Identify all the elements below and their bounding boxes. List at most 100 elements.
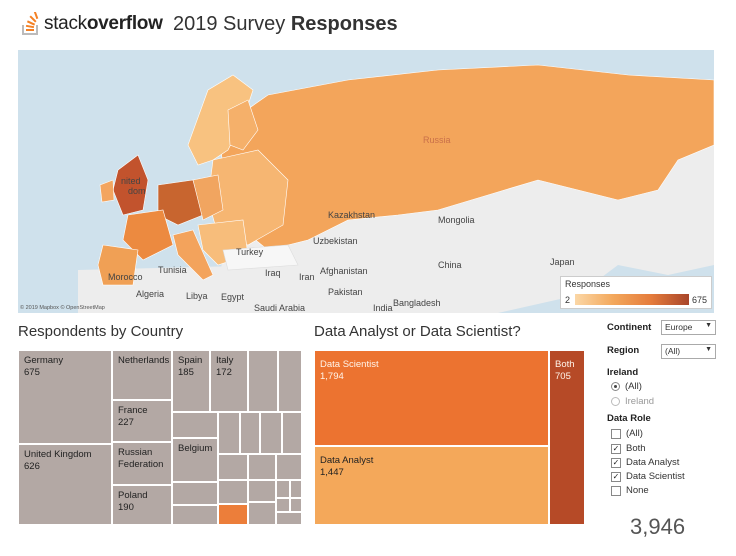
treemap-cell-russian-federation[interactable]: Russian Federation	[112, 442, 172, 485]
region-select-value: (All)	[665, 346, 681, 356]
ireland-region[interactable]	[99, 179, 115, 203]
treemap-label: Poland 190	[118, 490, 148, 513]
by-role-treemap[interactable]: Data Scientist 1,794 Data Analyst 1,447 Bo…	[314, 350, 585, 525]
treemap-cell[interactable]	[282, 412, 302, 454]
russia-region[interactable]	[217, 64, 714, 251]
treemap-cell-poland[interactable]: Poland 190	[112, 485, 172, 525]
data-role-option-both[interactable]: ✓ Both	[611, 443, 646, 454]
continent-select-value: Europe	[665, 322, 693, 332]
map-label-egypt: Egypt	[221, 292, 245, 302]
continent-select[interactable]: Europe ▼	[661, 320, 716, 335]
map-label-kazakhstan: Kazakhstan	[328, 210, 376, 220]
region-select[interactable]: (All) ▼	[661, 344, 716, 359]
treemap-cell[interactable]	[218, 412, 240, 454]
iberia-region[interactable]	[97, 244, 139, 286]
legend-title: Responses	[565, 279, 611, 289]
treemap-cell-belgium[interactable]: Belgium	[172, 438, 218, 482]
role-cell-data-scientist[interactable]: Data Scientist 1,794	[314, 350, 549, 446]
checkbox-checked-icon: ✓	[611, 471, 621, 482]
legend-max: 675	[691, 295, 707, 305]
map-label-india: India	[373, 303, 393, 313]
by-role-title: Data Analyst or Data Scientist?	[314, 323, 521, 340]
radio-icon	[611, 397, 620, 406]
treemap-cell[interactable]	[218, 454, 248, 480]
data-role-filter-label: Data Role	[607, 413, 651, 424]
africa-land	[78, 265, 308, 313]
treemap-cell-france[interactable]: France 227	[112, 400, 172, 442]
treemap-cell[interactable]	[276, 454, 302, 480]
treemap-cell[interactable]	[248, 480, 276, 502]
option-label: (All)	[626, 428, 643, 439]
treemap-cell-italy[interactable]: Italy 172	[210, 350, 248, 412]
data-role-option-all[interactable]: (All)	[611, 428, 643, 439]
map-label-tunisia: Tunisia	[158, 265, 187, 275]
option-label: Data Scientist	[626, 471, 685, 482]
option-label: None	[626, 485, 649, 496]
stackoverflow-logo[interactable]: stackoverflow	[22, 12, 163, 36]
treemap-cell[interactable]	[248, 502, 276, 525]
legend-min: 2	[565, 295, 571, 305]
data-role-option-data-scientist[interactable]: ✓ Data Scientist	[611, 471, 685, 482]
italy-region[interactable]	[172, 229, 214, 281]
option-label: Data Analyst	[626, 457, 680, 468]
treemap-cell[interactable]	[172, 412, 218, 438]
treemap-cell-spain[interactable]: Spain 185	[172, 350, 210, 412]
country-option-all[interactable]: (All)	[611, 381, 642, 392]
treemap-cell[interactable]	[240, 412, 260, 454]
map-label-united-kingdom-1: nited	[121, 176, 141, 186]
role-cell-data-analyst[interactable]: Data Analyst 1,447	[314, 446, 549, 525]
map-label-iraq: Iraq	[265, 268, 281, 278]
treemap-cell-germany[interactable]: Germany 675	[18, 350, 112, 444]
checkbox-checked-icon: ✓	[611, 457, 621, 468]
checkbox-checked-icon: ✓	[611, 443, 621, 454]
treemap-label: Italy 172	[216, 355, 234, 378]
map-canvas	[78, 64, 714, 313]
by-country-treemap[interactable]: Germany 675 United Kingdom 626 Netherlands…	[18, 350, 302, 525]
role-cell-both[interactable]: Both 705	[549, 350, 585, 525]
total-responses: 3,946	[630, 514, 686, 539]
treemap-cell-ireland[interactable]	[218, 504, 248, 525]
continent-filter-label: Continent	[607, 322, 652, 333]
treemap-label: Belgium	[178, 443, 213, 454]
map-label-united-kingdom-2: dom	[128, 186, 146, 196]
map-label-pakistan: Pakistan	[328, 287, 363, 297]
poland-region[interactable]	[192, 174, 224, 221]
treemap-label: Germany 675	[24, 355, 64, 378]
treemap-cell[interactable]	[248, 350, 278, 412]
header: stackoverflow 2019 Survey Responses	[0, 0, 736, 48]
map-label-afghanistan: Afghanistan	[320, 266, 368, 276]
treemap-cell[interactable]	[248, 454, 276, 480]
country-option-ireland[interactable]: Ireland	[611, 396, 654, 407]
data-role-option-none[interactable]: None	[611, 485, 649, 496]
turkey-region	[222, 244, 299, 271]
treemap-cell[interactable]	[218, 480, 248, 504]
map-label-uzbekistan: Uzbekistan	[313, 236, 358, 246]
responses-map[interactable]: Russia Kazakhstan Mongolia Uzbekistan Tu…	[18, 50, 714, 313]
treemap-cell[interactable]	[278, 350, 302, 412]
map-label-morocco: Morocco	[108, 272, 143, 282]
treemap-label: Russian Federation	[118, 447, 164, 470]
chevron-down-icon: ▼	[705, 346, 712, 353]
treemap-cell[interactable]	[276, 498, 290, 512]
treemap-cell[interactable]	[290, 498, 302, 512]
treemap-cell[interactable]	[172, 505, 218, 525]
treemap-cell-united-kingdom[interactable]: United Kingdom 626	[18, 444, 112, 525]
data-role-option-data-analyst[interactable]: ✓ Data Analyst	[611, 457, 679, 468]
option-label: Ireland	[625, 396, 655, 407]
finland-region[interactable]	[227, 99, 259, 151]
treemap-cell[interactable]	[172, 482, 218, 505]
treemap-cell[interactable]	[290, 480, 302, 498]
map-attribution: © 2019 Mapbox © OpenStreetMap	[20, 305, 105, 311]
germany-region[interactable]	[157, 179, 204, 226]
map-label-russia: Russia	[423, 135, 451, 145]
france-region[interactable]	[122, 209, 174, 261]
treemap-cell[interactable]	[276, 480, 290, 498]
treemap-label: United Kingdom 626	[24, 449, 92, 472]
map-label-libya: Libya	[186, 291, 208, 301]
japan-land	[658, 195, 690, 250]
treemap-cell[interactable]	[276, 512, 302, 525]
region-filter-label: Region	[607, 345, 640, 356]
treemap-cell-netherlands[interactable]: Netherlands	[112, 350, 172, 400]
treemap-cell[interactable]	[260, 412, 282, 454]
map-label-iran: Iran	[299, 272, 315, 282]
